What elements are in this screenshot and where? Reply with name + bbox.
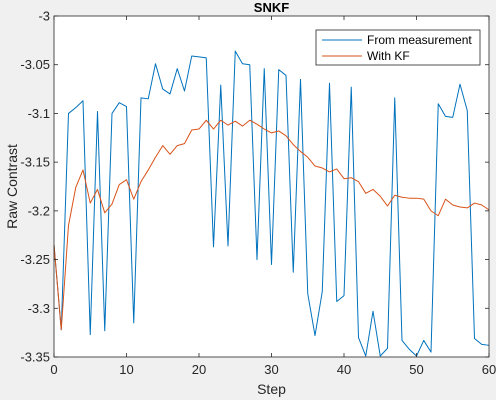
ticks-layer: 0 10 20 30 40 50 60 -3 -3.05 -3.1 -3.15 -3.2 -3.25 -3… <box>20 9 496 378</box>
y-tick-label: -3.15 <box>20 155 50 170</box>
y-axis-label: Raw Contrast <box>4 144 20 229</box>
x-tick-label: 10 <box>119 362 133 377</box>
legend-label-measurement: From measurement <box>367 33 472 47</box>
x-tick-label: 30 <box>264 362 278 377</box>
y-tick-label: -3.05 <box>20 57 50 72</box>
y-tick-label: -3.25 <box>20 252 50 267</box>
y-tick-label: -3 <box>38 9 50 24</box>
legend-box <box>315 29 481 66</box>
legend-label-kf: With KF <box>367 49 410 63</box>
series-line-kf <box>53 119 490 331</box>
x-tick-label: 60 <box>482 362 496 377</box>
y-tick-label: -3.2 <box>28 203 50 218</box>
plot-area <box>54 16 489 357</box>
legend: From measurement With KF <box>315 29 481 66</box>
x-tick-label: 0 <box>50 362 57 377</box>
y-tick-label: -3.35 <box>20 350 50 365</box>
x-tick-label: 40 <box>337 362 351 377</box>
plot-frame <box>53 15 490 358</box>
y-tick-label: -3.3 <box>28 301 50 316</box>
x-tick-label: 50 <box>409 362 423 377</box>
y-tick-label: -3.1 <box>28 106 50 121</box>
chart-title: SNKF <box>254 0 289 15</box>
x-tick-label: 20 <box>192 362 206 377</box>
x-axis-label: Step <box>257 381 286 397</box>
